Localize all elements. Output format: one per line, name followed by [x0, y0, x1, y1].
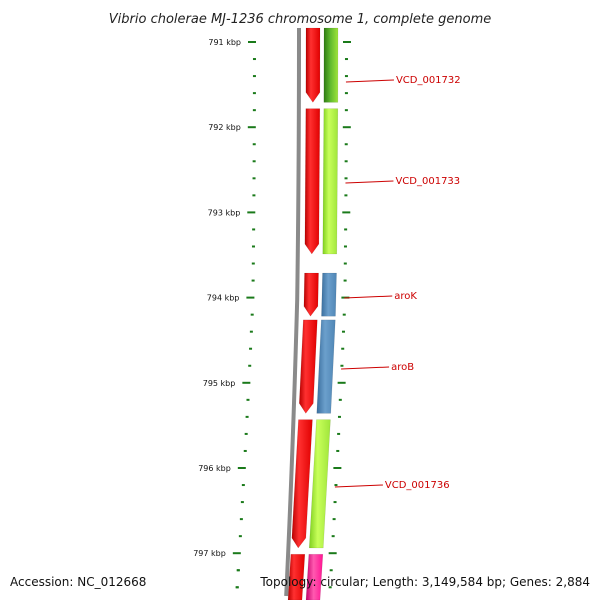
- accession-text: Accession: NC_012668: [10, 575, 147, 589]
- red-track-segment: [287, 553, 306, 600]
- gene-label-VCD_001732: VCD_001732: [396, 75, 461, 86]
- tick-label: 791 kbp: [208, 38, 241, 47]
- tick-label: 797 kbp: [193, 549, 226, 558]
- red-track-segment: [305, 27, 321, 103]
- tick-label: 792 kbp: [208, 123, 241, 132]
- red-track-segment: [291, 419, 313, 549]
- feature-labels: VCD_001732 VCD_001733 aroK aroB VCD_001736: [334, 75, 461, 491]
- tick-label: 796 kbp: [198, 464, 231, 473]
- red-track-segment: [303, 272, 319, 317]
- red-track-segment: [299, 319, 318, 414]
- feature-VCD_001736: [308, 419, 331, 549]
- label-leader-line: [345, 180, 394, 184]
- axis-ticks: 791 kbp 792 kbp 793 kbp 794 kbp 795 kbp 796 k…: [193, 38, 351, 589]
- label-leader-line: [344, 295, 393, 299]
- label-leader-line: [345, 79, 394, 83]
- chromosome-backbone: [284, 28, 301, 597]
- feature-VCD_001733: [322, 108, 339, 255]
- red-track-segment: [304, 108, 321, 255]
- feature-aroK: [321, 272, 337, 317]
- gene-label-VCD_001733: VCD_001733: [395, 176, 460, 187]
- tick-label: 795 kbp: [203, 379, 236, 388]
- gene-label-VCD_001736: VCD_001736: [385, 480, 450, 491]
- tick-label: 793 kbp: [208, 208, 241, 217]
- feature-tracks: [287, 27, 339, 600]
- genome-summary-text: Topology: circular; Length: 3,149,584 bp…: [260, 575, 590, 589]
- tick-label: 794 kbp: [207, 294, 240, 303]
- feature-VCD_001732: [323, 27, 339, 103]
- gene-label-aroK: aroK: [394, 291, 417, 302]
- feature-aroB: [316, 319, 336, 414]
- label-leader-line: [334, 484, 383, 488]
- gene-label-aroB: aroB: [391, 362, 414, 373]
- label-leader-line: [341, 366, 390, 370]
- feature-bottom-partial: [305, 553, 324, 600]
- map-title: Vibrio cholerae MJ-1236 chromosome 1, co…: [109, 12, 491, 27]
